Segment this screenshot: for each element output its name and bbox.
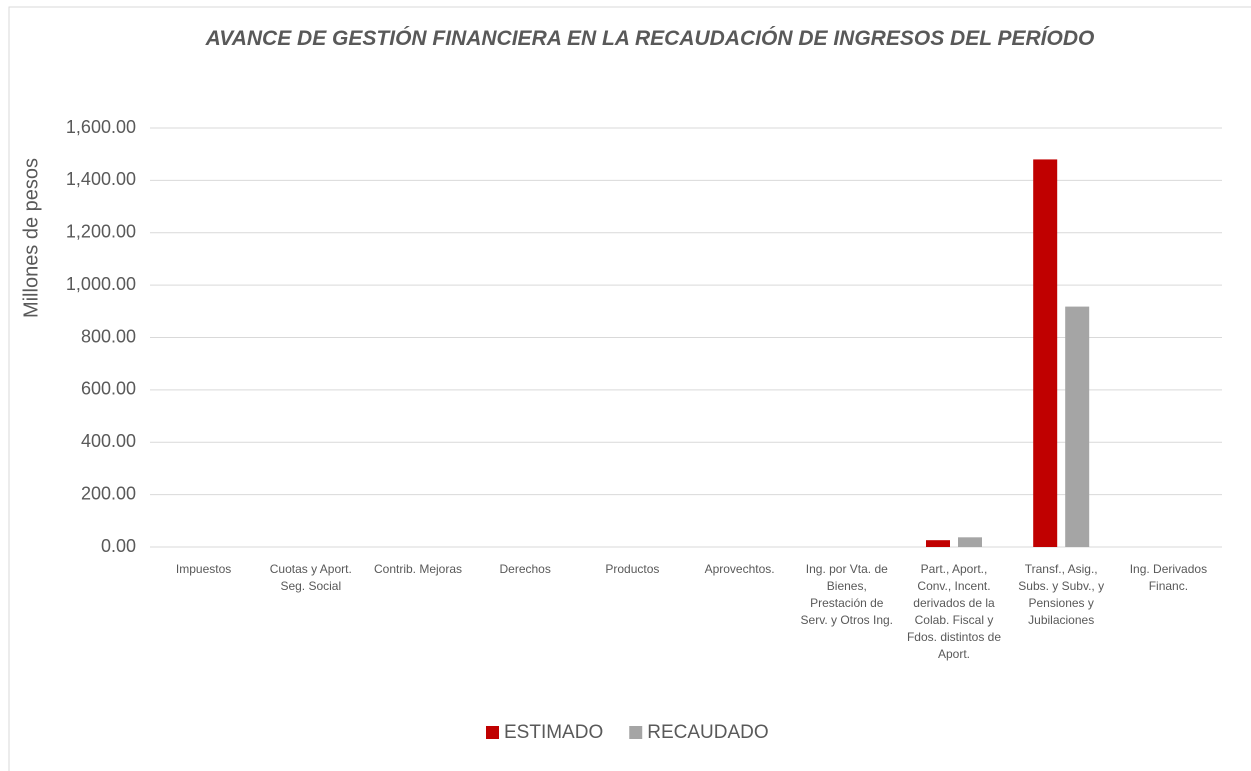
x-tick-label: Aprovechtos.	[704, 562, 775, 576]
bar	[1033, 159, 1058, 548]
x-tick-label: Ing. Derivados Financ.	[1129, 562, 1208, 593]
y-tick-label: 1,200.00	[66, 222, 136, 242]
legend-swatch	[486, 726, 499, 739]
y-tick-label: 1,400.00	[66, 169, 136, 189]
y-tick-label: 0.00	[101, 536, 136, 556]
y-tick-label: 600.00	[81, 379, 136, 399]
chart-title: AVANCE DE GESTIÓN FINANCIERA EN LA RECAU…	[205, 27, 1095, 50]
x-tick-label: Impuestos	[175, 562, 232, 576]
y-tick-label: 200.00	[81, 483, 136, 503]
legend-label: RECAUDADO	[647, 722, 768, 743]
bar	[1065, 306, 1090, 547]
y-tick-label: 400.00	[81, 431, 136, 451]
x-tick-label: Derechos	[499, 562, 551, 576]
x-tick-label: Productos	[605, 562, 660, 576]
y-axis-label: Millones de pesos	[20, 158, 42, 318]
y-tick-label: 800.00	[81, 326, 136, 346]
y-tick-label: 1,600.00	[66, 117, 136, 137]
x-tick-label: Transf., Asig., Subs. y Subv., y Pension…	[1018, 562, 1105, 627]
y-tick-label: 1,000.00	[66, 274, 136, 294]
x-tick-label: Part., Aport., Conv., Incent. derivados …	[906, 562, 1002, 661]
bar	[958, 537, 982, 547]
legend-label: ESTIMADO	[504, 722, 603, 743]
legend-swatch	[629, 726, 643, 739]
x-tick-label: Ing. por Vta. de Bienes, Prestación de S…	[800, 562, 894, 627]
bar	[926, 540, 950, 547]
x-tick-label: Cuotas y Aport. Seg. Social	[269, 562, 352, 593]
chart-border	[8, 6, 1251, 771]
x-tick-label: Contrib. Mejoras	[373, 562, 463, 576]
